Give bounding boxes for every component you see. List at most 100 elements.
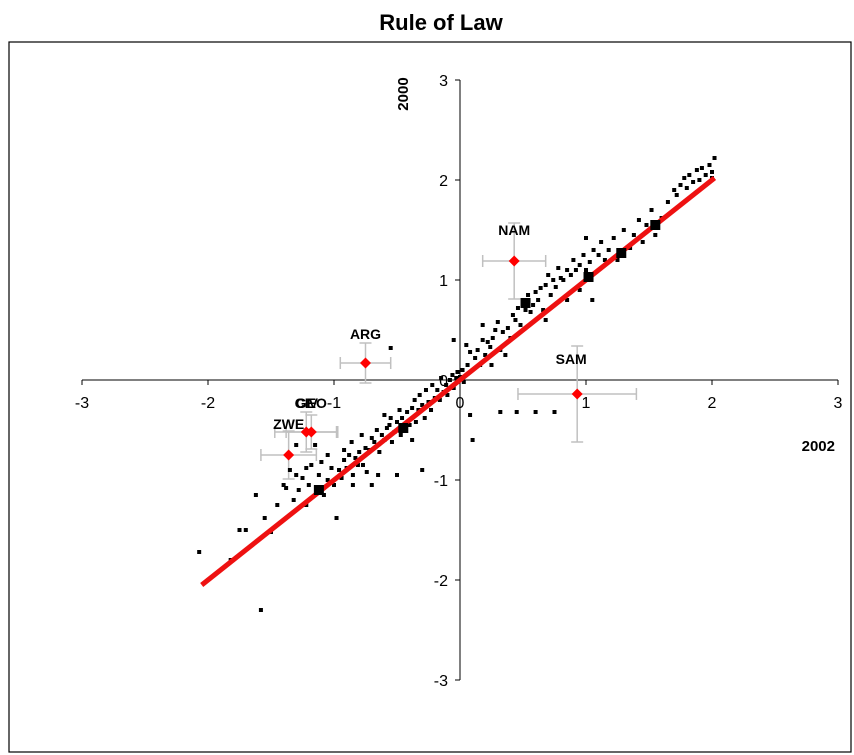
data-point: [439, 376, 444, 380]
data-point: [435, 388, 440, 392]
data-point: [349, 440, 354, 444]
data-point: [350, 483, 355, 487]
data-point: [300, 476, 305, 480]
data-point: [694, 168, 699, 172]
data-point: [672, 188, 677, 192]
data-point: [243, 528, 248, 532]
data-point: [699, 166, 704, 170]
data-point: [543, 283, 548, 287]
data-point: [465, 363, 470, 367]
data-point: [445, 393, 450, 397]
data-point: [287, 468, 292, 472]
data-point: [591, 248, 596, 252]
data-point: [665, 200, 670, 204]
data-point: [329, 466, 334, 470]
data-point: [552, 410, 557, 414]
data-point: [275, 503, 280, 507]
x-tick-label: 3: [834, 395, 843, 412]
data-point: [602, 258, 607, 262]
data-point: [412, 398, 417, 402]
data-point: [565, 268, 570, 272]
data-point: [410, 438, 415, 442]
data-point: [325, 478, 330, 482]
data-point: [561, 278, 566, 282]
data-point: [339, 476, 344, 480]
data-point: [332, 483, 336, 487]
y-tick-label: -1: [434, 473, 448, 490]
data-point: [451, 338, 456, 342]
data-point: [533, 410, 538, 414]
data-point: [473, 356, 478, 360]
data-point: [590, 298, 595, 302]
data-point: [640, 240, 645, 244]
data-point: [420, 403, 425, 407]
data-point: [577, 263, 582, 267]
data-point: [568, 273, 573, 277]
data-point: [611, 236, 616, 240]
data-point: [342, 458, 347, 462]
data-point: [197, 550, 202, 554]
data-point: [493, 328, 498, 332]
data-point: [503, 353, 508, 357]
data-point: [514, 410, 519, 414]
data-point: [548, 293, 553, 297]
data-point: [498, 410, 503, 414]
y-axis-label: 2000: [395, 77, 412, 110]
data-point: [455, 370, 460, 374]
point-label-civ: CIV: [295, 395, 319, 411]
data-point: [342, 448, 347, 452]
data-point: [584, 268, 588, 272]
data-point: [505, 326, 510, 330]
data-point: [379, 433, 384, 437]
large-points: [313, 220, 661, 495]
point-label-zwe: ZWE: [273, 416, 304, 432]
data-point: [359, 433, 364, 437]
data-point: [495, 320, 500, 324]
x-tick-label: -2: [201, 395, 215, 412]
data-point: [284, 486, 289, 490]
data-point: [573, 268, 578, 272]
x-tick-label: -1: [327, 395, 341, 412]
data-point: [581, 253, 586, 257]
highlight-point-arg: [360, 357, 371, 369]
data-point: [389, 440, 394, 444]
fit-line: [200, 176, 717, 587]
data-point: [369, 436, 374, 440]
large-data-point: [398, 423, 409, 433]
y-tick-label: -3: [434, 673, 448, 690]
data-point: [376, 473, 381, 477]
data-point: [294, 473, 299, 477]
data-point: [460, 368, 465, 372]
data-point: [258, 608, 263, 612]
data-point: [485, 340, 490, 344]
data-point: [357, 450, 362, 454]
data-point: [388, 416, 393, 420]
x-tick-label: 0: [456, 395, 465, 412]
data-point: [355, 463, 360, 467]
data-point: [384, 426, 389, 430]
data-point: [423, 388, 428, 392]
data-point: [350, 473, 355, 477]
y-tick-label: 3: [439, 73, 448, 90]
data-point: [599, 240, 604, 244]
data-point: [316, 473, 321, 477]
large-data-point: [313, 485, 324, 495]
point-label-nam: NAM: [498, 222, 530, 238]
data-point: [553, 285, 558, 289]
data-point: [281, 483, 286, 487]
data-point: [697, 178, 702, 182]
data-point: [468, 350, 473, 354]
data-point: [596, 253, 601, 257]
data-point: [543, 318, 548, 322]
highlight-point-nam: [508, 255, 520, 267]
data-point: [360, 463, 365, 467]
data-point: [558, 276, 563, 280]
data-point: [468, 413, 473, 417]
data-point: [294, 443, 299, 447]
data-point: [325, 453, 330, 457]
data-point: [413, 420, 418, 424]
y-tick-label: 1: [439, 273, 448, 290]
data-point: [551, 278, 556, 282]
